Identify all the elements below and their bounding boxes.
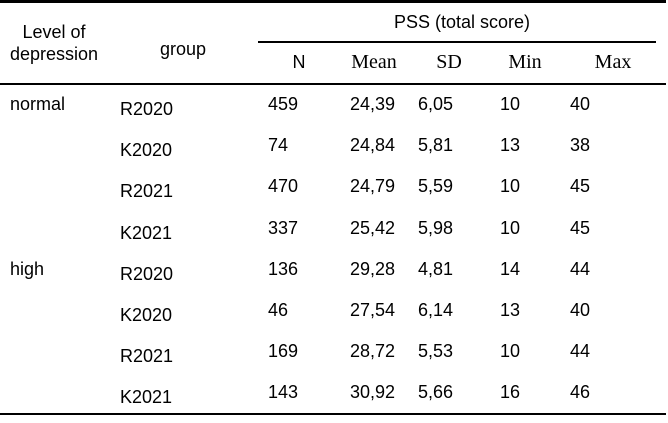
column-header-group: group (108, 1, 258, 85)
header-row-top: Level of depression group PSS (total sco… (0, 1, 666, 85)
cell-group: R2020 (108, 84, 258, 125)
cell-n: 470 (268, 176, 299, 197)
cell-mean: 24,39 (350, 94, 396, 115)
cell-min: 10 (500, 94, 521, 115)
cell-group: K2020 (108, 125, 258, 166)
cell-sd: 6,14 (418, 300, 454, 321)
table-row: K2020 46 27,54 6,14 13 40 (0, 290, 666, 331)
cell-min: 13 (500, 134, 521, 155)
column-header-max: Max (560, 42, 667, 85)
cell-level: high (10, 258, 45, 279)
column-header-min: Min (490, 42, 560, 85)
group-value: R2020 (120, 99, 174, 120)
pss-descriptive-statistics-table: Level of depression group PSS (total sco… (0, 0, 667, 415)
cell-mean: 25,42 (350, 217, 396, 238)
cell-min: 10 (500, 176, 521, 197)
cell-sd: 5,66 (418, 382, 454, 403)
cell-level: normal (10, 94, 66, 115)
cell-group: R2021 (108, 331, 258, 372)
cell-group: K2021 (108, 373, 258, 414)
cell-level (0, 207, 108, 248)
cell-mean: 24,79 (350, 176, 396, 197)
cell-max: 45 (570, 176, 591, 197)
table-row: K2021 143 30,92 5,66 16 46 (0, 373, 666, 414)
table-row: K2021 337 25,42 5,98 10 45 (0, 207, 666, 248)
cell-mean: 28,72 (350, 341, 396, 362)
cell-min: 10 (500, 341, 521, 362)
cell-min: 16 (500, 382, 521, 403)
level-header-line1: Level of (22, 21, 86, 42)
cell-group: K2020 (108, 290, 258, 331)
column-header-pss-total-score: PSS (total score) (258, 2, 666, 43)
cell-n: 459 (268, 94, 299, 115)
table-body: normal R2020 459 24,39 6,05 10 40 K2020 … (0, 84, 666, 414)
cell-sd: 5,81 (418, 134, 454, 155)
cell-max: 45 (570, 217, 591, 238)
cell-n: 136 (268, 258, 299, 279)
cell-max: 40 (570, 94, 591, 115)
table-row: normal R2020 459 24,39 6,05 10 40 (0, 84, 666, 125)
cell-mean: 30,92 (350, 382, 396, 403)
cell-max: 46 (570, 382, 591, 403)
group-header-label: group (159, 39, 207, 60)
group-value: K2020 (120, 305, 173, 326)
table-header: Level of depression group PSS (total sco… (0, 1, 667, 85)
cell-group: R2021 (108, 166, 258, 207)
group-value: R2021 (120, 346, 174, 367)
cell-max: 38 (570, 134, 591, 155)
cell-n: 46 (268, 300, 289, 321)
column-header-mean: Mean (340, 42, 408, 85)
column-header-level-of-depression: Level of depression (0, 1, 108, 85)
cell-n: 74 (268, 134, 289, 155)
cell-level (0, 125, 108, 166)
cell-n: 169 (268, 341, 299, 362)
group-value: R2021 (120, 181, 174, 202)
header-row-sub: N Mean SD Min Max (0, 42, 667, 85)
cell-mean: 24,84 (350, 134, 396, 155)
group-value: R2020 (120, 263, 174, 284)
column-header-sd: SD (408, 42, 490, 85)
cell-mean: 27,54 (350, 300, 396, 321)
group-value: K2021 (120, 222, 173, 243)
cell-min: 13 (500, 300, 521, 321)
table-row: R2021 169 28,72 5,53 10 44 (0, 331, 666, 372)
cell-sd: 4,81 (418, 258, 454, 279)
cell-max: 44 (570, 341, 591, 362)
table-row: K2020 74 24,84 5,81 13 38 (0, 125, 666, 166)
cell-group: K2021 (108, 207, 258, 248)
column-header-n: N (258, 42, 340, 85)
cell-level (0, 331, 108, 372)
level-header-line2: depression (9, 43, 99, 64)
cell-sd: 6,05 (418, 94, 454, 115)
cell-sd: 5,53 (418, 341, 454, 362)
cell-level (0, 166, 108, 207)
table-row: high R2020 136 29,28 4,81 14 44 (0, 249, 666, 290)
cell-group: R2020 (108, 249, 258, 290)
group-value: K2021 (120, 387, 173, 408)
table-row: R2021 470 24,79 5,59 10 45 (0, 166, 666, 207)
cell-sd: 5,98 (418, 217, 454, 238)
cell-level (0, 290, 108, 331)
cell-max: 40 (570, 300, 591, 321)
cell-min: 10 (500, 217, 521, 238)
cell-n: 337 (268, 217, 299, 238)
cell-max: 44 (570, 258, 591, 279)
cell-mean: 29,28 (350, 258, 396, 279)
cell-n: 143 (268, 382, 299, 403)
cell-min: 14 (500, 258, 521, 279)
group-value: K2020 (120, 139, 173, 160)
cell-sd: 5,59 (418, 176, 454, 197)
cell-level (0, 373, 108, 414)
